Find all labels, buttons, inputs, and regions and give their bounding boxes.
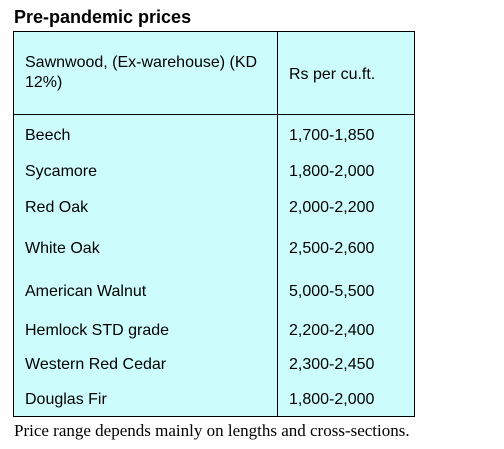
table-row: Douglas Fir 1,800-2,000 (14, 390, 414, 410)
table-row: American Walnut 5,000-5,500 (14, 282, 414, 302)
column-divider (277, 32, 278, 416)
table-row: White Oak 2,500-2,600 (14, 239, 414, 259)
wood-name-cell: Sycamore (25, 163, 98, 180)
table-row: Red Oak 2,000-2,200 (14, 198, 414, 218)
wood-name-cell: White Oak (25, 240, 100, 257)
header-divider (14, 114, 414, 115)
price-cell: 2,000-2,200 (289, 199, 375, 216)
price-cell: 1,800-2,000 (289, 391, 375, 408)
footnote: Price range depends mainly on lengths an… (14, 421, 410, 440)
table-row: Beech 1,700-1,850 (14, 126, 414, 146)
price-table: Sawnwood, (Ex-warehouse) (KD 12%) Rs per… (13, 31, 415, 417)
table-row: Western Red Cedar 2,300-2,450 (14, 355, 414, 375)
column-header-price: Rs per cu.ft. (289, 66, 376, 83)
price-cell: 2,300-2,450 (289, 356, 375, 373)
price-cell: 5,000-5,500 (289, 283, 375, 300)
table-row: Hemlock STD grade 2,200-2,400 (14, 321, 414, 341)
wood-name-cell: Douglas Fir (25, 391, 107, 408)
table-row: Sycamore 1,800-2,000 (14, 162, 414, 182)
wood-name-cell: Red Oak (25, 199, 89, 216)
price-cell: 2,500-2,600 (289, 240, 375, 257)
price-cell: 1,800-2,000 (289, 163, 375, 180)
price-cell: 1,700-1,850 (289, 127, 375, 144)
wood-name-cell: Western Red Cedar (25, 356, 167, 373)
wood-name-cell: Beech (25, 127, 71, 144)
price-cell: 2,200-2,400 (289, 322, 375, 339)
wood-name-cell: Hemlock STD grade (25, 322, 170, 339)
page-title: Pre-pandemic prices (14, 7, 192, 27)
column-header-sawnwood: Sawnwood, (Ex-warehouse) (KD 12%) (25, 54, 258, 91)
wood-name-cell: American Walnut (25, 283, 147, 300)
